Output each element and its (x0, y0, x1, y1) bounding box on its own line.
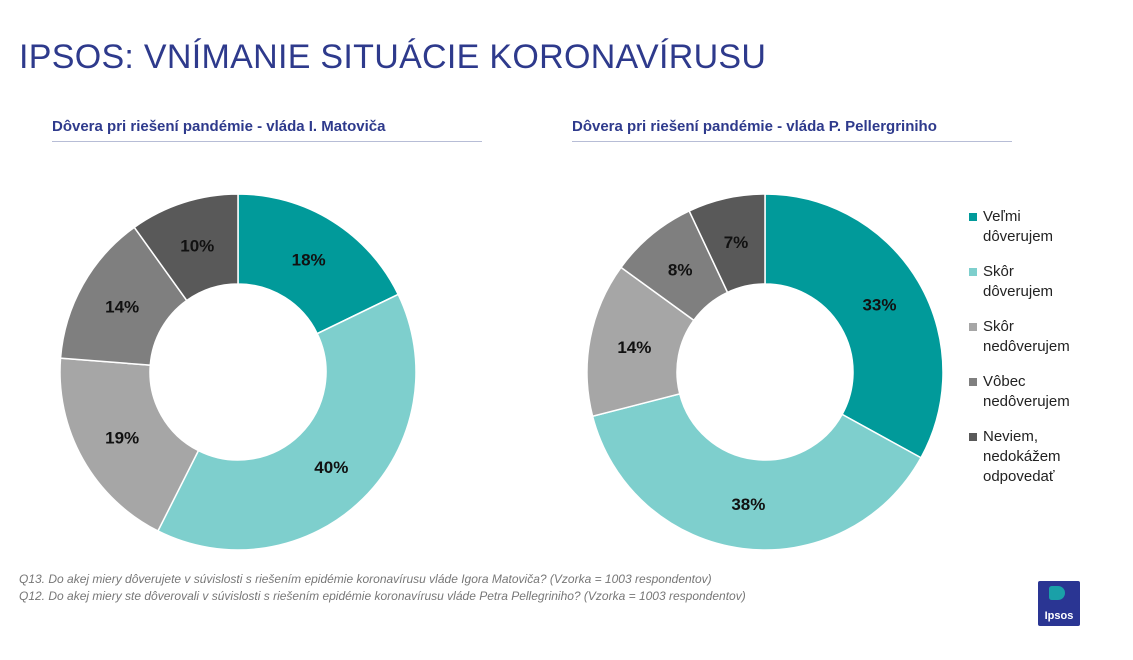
donut-pellegrini-slice-1 (591, 392, 923, 551)
donut-pellegrini-slice-4 (688, 193, 766, 294)
legend-swatch (969, 268, 977, 276)
legend-swatch (969, 323, 977, 331)
ipsos-logo: Ipsos (1038, 581, 1080, 626)
footnote-q12: Q12. Do akej miery ste dôverovali v súvi… (19, 589, 746, 603)
donut-matovic-slice-1 (156, 293, 417, 551)
logo-mark-icon (1049, 586, 1065, 600)
legend-swatch (969, 213, 977, 221)
legend-swatch (969, 378, 977, 386)
footnotes: Q13. Do akej miery dôverujete v súvislos… (19, 571, 746, 605)
donut-pellegrini-slice-2 (586, 266, 695, 418)
donut-matovic-label-1: 40% (314, 458, 348, 477)
donut-pellegrini-label-2: 14% (617, 338, 651, 357)
legend-item-velmi-doverujem: Veľmi dôverujem (969, 207, 1119, 247)
legend-item-vobec-nedoverujem: Vôbec nedôverujem (969, 372, 1119, 412)
legend-label: Skôr nedôverujem (983, 318, 1070, 355)
legend-label: Skôr dôverujem (983, 263, 1054, 300)
donut-matovic-label-4: 10% (180, 236, 214, 255)
legend: Veľmi dôverujem Skôr dôverujem Skôr nedô… (969, 207, 1119, 502)
logo-text: Ipsos (1044, 610, 1074, 622)
chart-1-title: Dôvera pri riešení pandémie - vláda I. M… (52, 118, 482, 142)
legend-item-skor-doverujem: Skôr dôverujem (969, 262, 1119, 302)
donut-matovic-slice-2 (59, 357, 200, 532)
page-title: IPSOS: VNÍMANIE SITUÁCIE KORONAVÍRUSU (19, 38, 767, 76)
footnote-q13: Q13. Do akej miery dôverujete v súvislos… (19, 572, 712, 586)
donut-pellegrini-label-1: 38% (731, 495, 765, 514)
donut-matovic-slice-0 (237, 193, 400, 335)
legend-label: Neviem, nedokážem odpovedať (983, 428, 1061, 485)
donut-matovic-label-3: 14% (105, 298, 139, 317)
donut-matovic-label-0: 18% (292, 250, 326, 269)
donut-pellegrini-label-0: 33% (862, 295, 896, 314)
chart-2-title: Dôvera pri riešení pandémie - vláda P. P… (572, 118, 1012, 142)
donut-pellegrini-label-3: 8% (668, 261, 693, 280)
legend-item-skor-nedoverujem: Skôr nedôverujem (969, 317, 1119, 357)
legend-item-neviem: Neviem, nedokážem odpovedať (969, 427, 1119, 487)
donut-matovic-label-2: 19% (105, 428, 139, 447)
legend-label: Veľmi dôverujem (983, 208, 1054, 245)
donut-pellegrini-slice-0 (764, 193, 944, 459)
legend-label: Vôbec nedôverujem (983, 373, 1070, 410)
donut-pellegrini-label-4: 7% (724, 233, 749, 252)
donut-matovic-slice-4 (133, 193, 239, 302)
legend-swatch (969, 433, 977, 441)
